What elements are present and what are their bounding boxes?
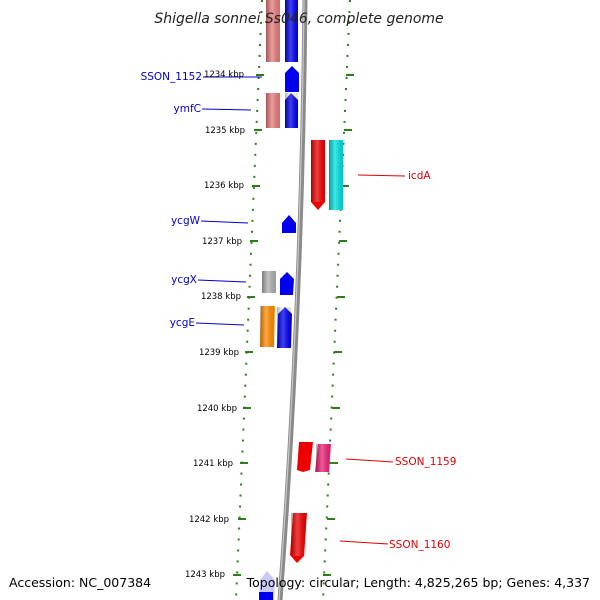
feature-orange-1[interactable] (260, 306, 275, 347)
gene-label-ycgx[interactable]: ycgX (171, 274, 197, 286)
gene-labels-left: SSON_1152 ymfC ycgW ycgX ycgE (141, 71, 202, 329)
feature-pink-1[interactable] (266, 0, 280, 62)
kbp-label: 1235 kbp (205, 126, 245, 136)
leader-line (357, 174, 406, 177)
page-title: Shigella sonnei Ss046, complete genome (154, 11, 443, 27)
kbp-label: 1237 kbp (202, 237, 242, 247)
leader-line (195, 322, 245, 326)
gene-label-ycge[interactable]: ycgE (170, 317, 195, 329)
gene-label-ymfc[interactable]: ymfC (174, 103, 201, 115)
feature-pink-2[interactable] (266, 93, 280, 128)
feature-blue-3[interactable] (285, 93, 298, 128)
kbp-label: 1243 kbp (185, 570, 225, 580)
feature-magenta-1159[interactable] (315, 444, 331, 472)
features (259, 0, 343, 600)
leader-lines-right (339, 174, 406, 545)
gene-label-sson-1159[interactable]: SSON_1159 (395, 456, 456, 468)
kbp-label: 1234 kbp (204, 70, 244, 80)
feature-blue-2[interactable] (285, 66, 299, 92)
kbp-labels: 1234 kbp 1235 kbp 1236 kbp 1237 kbp 1238… (185, 70, 245, 580)
feature-blue-1[interactable] (285, 0, 298, 62)
gene-label-sson-1152[interactable]: SSON_1152 (141, 71, 202, 83)
kbp-label: 1242 kbp (189, 515, 229, 525)
kbp-label: 1240 kbp (197, 404, 237, 414)
feature-red-icdA[interactable] (311, 140, 325, 210)
feature-red-1159[interactable] (297, 442, 313, 472)
leader-line (201, 108, 252, 111)
feature-grey-1[interactable] (262, 271, 276, 293)
leader-line (339, 540, 389, 545)
feature-blue-6[interactable] (277, 307, 292, 348)
feature-blue-4[interactable] (282, 215, 296, 233)
gene-label-icda[interactable]: icdA (408, 170, 431, 182)
feature-blue-5[interactable] (280, 272, 294, 295)
leader-lines-left (195, 76, 262, 326)
kbp-label: 1241 kbp (193, 459, 233, 469)
kbp-label: 1239 kbp (199, 348, 239, 358)
leader-line (345, 458, 394, 463)
ruler-left (235, 0, 263, 600)
leader-line (197, 279, 247, 283)
leader-line (200, 220, 249, 224)
feature-cyan-icdA[interactable] (329, 140, 343, 210)
ruler-left-ticks (233, 74, 264, 576)
genome-backbone (277, 0, 308, 600)
kbp-label: 1238 kbp (201, 292, 241, 302)
gene-labels-right: icdA SSON_1159 SSON_1160 (389, 170, 456, 551)
genome-summary-text: Topology: circular; Length: 4,825,265 bp… (246, 575, 590, 590)
genome-backbone-highlight (278, 0, 305, 600)
feature-red-1160[interactable] (290, 513, 307, 563)
gene-label-ycgw[interactable]: ycgW (171, 215, 201, 227)
ruler-group (233, 0, 354, 600)
gene-label-sson-1160[interactable]: SSON_1160 (389, 539, 450, 551)
feature-blue-bottom[interactable] (259, 592, 273, 600)
kbp-label: 1236 kbp (204, 181, 244, 191)
ruler-right (322, 0, 351, 600)
accession-text: Accession: NC_007384 (9, 575, 151, 590)
